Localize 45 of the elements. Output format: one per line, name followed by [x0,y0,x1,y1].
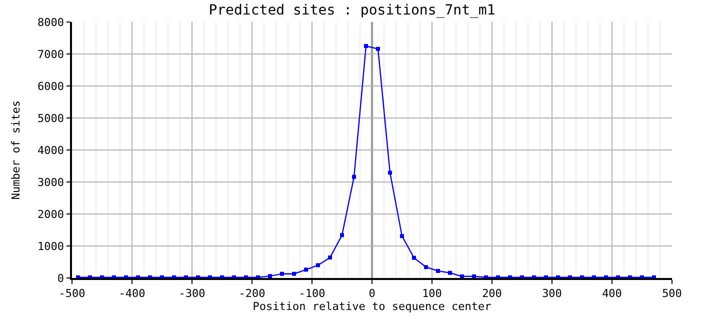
x-tick-label: 400 [602,286,622,300]
x-tick-label: -300 [178,286,206,300]
point [76,275,80,278]
point [352,174,356,179]
x-tick-label: -500 [58,286,86,300]
point [652,275,656,278]
point [448,270,452,275]
y-tick-label: 2000 [38,208,64,221]
x-tick-label: -100 [298,286,326,300]
y-tick-label: 5000 [38,112,64,125]
point [280,272,284,276]
point [436,268,440,273]
point [388,170,392,175]
point [460,274,464,278]
x-tick-label: 100 [422,286,442,300]
point [328,256,332,260]
x-tick-label: -400 [118,286,146,300]
point [292,272,296,276]
point [256,275,260,278]
y-tick-label: 3000 [38,176,64,189]
point [484,275,488,278]
x-tick-label: 500 [662,286,682,300]
x-tick-label: 300 [542,286,562,300]
y-tick-label: 6000 [38,80,64,93]
point [424,265,428,270]
point [376,46,380,51]
y-tick-label: 4000 [38,144,64,157]
y-axis-title: Number of sites [10,100,23,200]
point [412,256,416,260]
chart-title: Predicted sites : positions_7nt_m1 [208,2,496,19]
x-tick-label: 200 [482,286,502,300]
y-tick-label: 0 [57,272,64,285]
point [316,263,320,268]
point [268,274,272,278]
y-tick-label: 1000 [38,240,64,253]
point [364,44,368,48]
point [304,268,308,272]
point [340,233,344,238]
x-tick-label: 0 [368,286,376,300]
point [472,274,476,278]
x-axis-title: Position relative to sequence center [252,300,492,313]
x-tick-label: -200 [238,286,266,300]
y-tick-label: 7000 [38,48,64,61]
y-tick-label: 8000 [38,16,64,29]
point [400,234,404,238]
